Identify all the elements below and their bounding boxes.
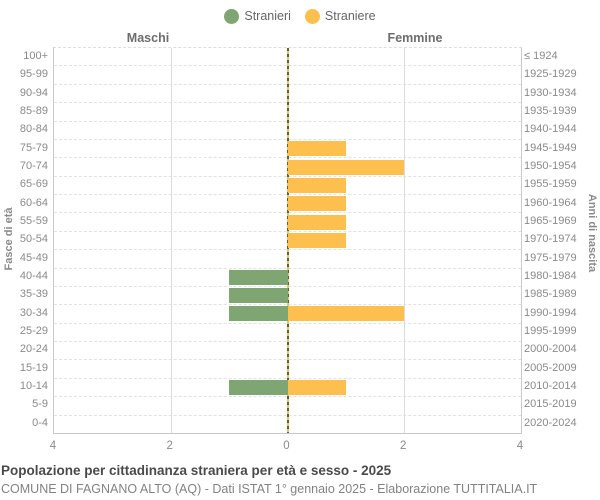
plot-area [53, 47, 522, 434]
legend-label-straniere: Straniere [324, 9, 376, 23]
legend-item-stranieri[interactable]: Stranieri [224, 8, 291, 24]
chart-subtitle: COMUNE DI FAGNANO ALTO (AQ) - Dati ISTAT… [1, 482, 538, 496]
birth-year-axis: ≤ 1924 1925-1929 1930-1934 1935-1939 1940-19… [524, 47, 596, 432]
males-column-header: Maschi [126, 31, 170, 45]
age-group-label: 5-9 [32, 398, 48, 411]
birth-year-label: 1925-1929 [524, 68, 577, 81]
age-group-label: 35-39 [19, 288, 48, 301]
straniere-legend-dot-icon [304, 8, 320, 24]
age-group-label: 90-94 [19, 86, 48, 99]
chart-legend: Stranieri Straniere [0, 6, 600, 26]
age-group-label: 10-14 [19, 380, 48, 393]
stranieri-legend-dot-icon [224, 8, 240, 24]
bar-stranieri-35-39[interactable] [229, 288, 288, 303]
birth-year-label: 1960-1964 [524, 196, 577, 209]
x-axis-tick-label: 0 [283, 440, 290, 452]
x-axis-tick-label: 4 [516, 440, 524, 452]
birth-year-label: 1970-1974 [524, 233, 577, 246]
x-axis-tick-label: 2 [166, 440, 173, 452]
age-group-label: 0-4 [32, 416, 48, 429]
age-group-label: 25-29 [19, 325, 48, 338]
bar-straniere-65-69[interactable] [287, 178, 346, 193]
gridline-right-2 [404, 48, 406, 433]
bar-straniere-70-74[interactable] [287, 159, 405, 175]
birth-year-label: ≤ 1924 [524, 50, 558, 63]
age-group-label: 95-99 [19, 68, 48, 81]
bar-straniere-55-59[interactable] [287, 214, 346, 230]
birth-year-label: 1990-1994 [524, 306, 577, 319]
bar-straniere-50-54[interactable] [287, 233, 346, 248]
x-axis-tick-label: 2 [400, 440, 407, 452]
bar-stranieri-40-44[interactable] [229, 269, 288, 285]
y-axis-title-left: Fasce di età [3, 207, 15, 271]
females-column-header: Femmine [387, 31, 443, 45]
age-group-label: 50-54 [19, 233, 48, 246]
birth-year-label: 2000-2004 [524, 343, 577, 356]
bar-straniere-30-34[interactable] [287, 306, 405, 322]
birth-year-label: 2010-2014 [524, 380, 577, 393]
birth-year-label: 1935-1939 [524, 105, 577, 118]
birth-year-label: 2015-2019 [524, 398, 577, 411]
birth-year-label: 1930-1934 [524, 86, 577, 99]
birth-year-label: 1985-1989 [524, 288, 577, 301]
age-group-label: 55-59 [19, 215, 48, 228]
legend-label-stranieri: Stranieri [244, 9, 291, 23]
bar-straniere-60-64[interactable] [287, 196, 346, 212]
age-group-label: 30-34 [19, 306, 48, 319]
bar-straniere-75-79[interactable] [287, 141, 346, 157]
y-axis-title-right: Anni di nascita [586, 193, 598, 273]
age-group-label: 20-24 [19, 343, 48, 356]
age-group-label: 60-64 [19, 196, 48, 209]
age-group-label: 100+ [23, 50, 48, 63]
age-group-axis: 100+ 95-99 90-94 85-89 80-84 75-79 70-74 65-69 6… [0, 47, 48, 432]
legend-item-straniere[interactable]: Straniere [304, 8, 376, 24]
age-group-label: 85-89 [19, 105, 48, 118]
bar-stranieri-30-34[interactable] [229, 306, 288, 322]
age-group-label: 70-74 [19, 160, 48, 173]
chart-title: Popolazione per cittadinanza straniera p… [1, 463, 392, 478]
age-group-label: 65-69 [19, 178, 48, 191]
birth-year-label: 2005-2009 [524, 361, 577, 374]
age-group-label: 45-49 [19, 251, 48, 264]
gridline-left-2 [170, 48, 172, 433]
x-axis-tick-label: 4 [49, 440, 57, 452]
birth-year-label: 1995-1999 [524, 325, 577, 338]
bar-stranieri-10-14[interactable] [229, 379, 288, 395]
birth-year-label: 1975-1979 [524, 251, 577, 264]
birth-year-label: 1945-1949 [524, 141, 577, 154]
bar-straniere-10-14[interactable] [287, 379, 346, 395]
birth-year-label: 1980-1984 [524, 270, 577, 283]
birth-year-label: 2020-2024 [524, 416, 577, 429]
birth-year-label: 1965-1969 [524, 215, 577, 228]
birth-year-label: 1955-1959 [524, 178, 577, 191]
birth-year-label: 1940-1944 [524, 123, 577, 136]
age-group-label: 80-84 [19, 123, 48, 136]
age-group-label: 15-19 [19, 361, 48, 374]
birth-year-label: 1950-1954 [524, 160, 577, 173]
age-group-label: 75-79 [19, 141, 48, 154]
age-group-label: 40-44 [19, 270, 48, 283]
